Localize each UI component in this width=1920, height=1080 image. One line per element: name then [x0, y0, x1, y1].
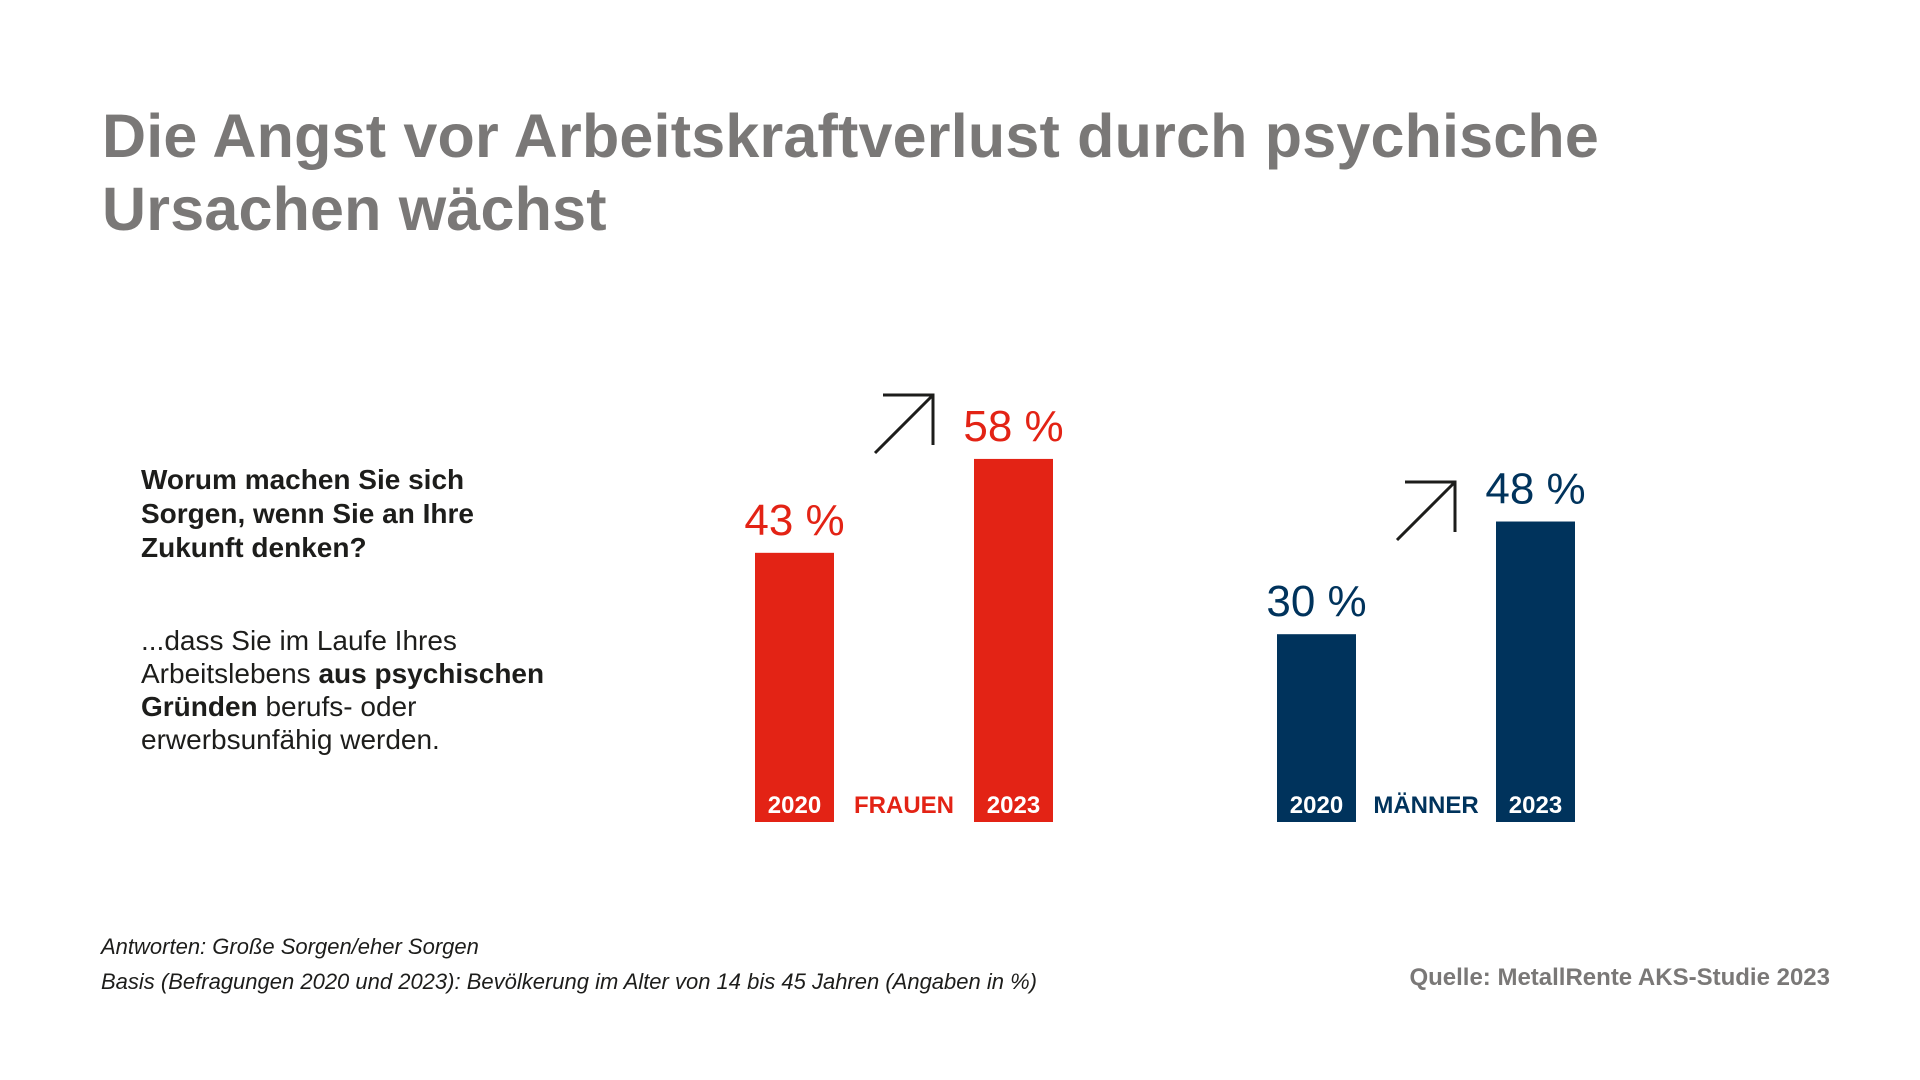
- source-label: Quelle: MetallRente AKS-Studie 2023: [1409, 964, 1830, 991]
- year-tick-label: 2023: [1509, 792, 1562, 819]
- value-label: 58 %: [963, 402, 1063, 451]
- group-label: MÄNNER: [1373, 792, 1478, 819]
- value-label: 30 %: [1266, 577, 1366, 626]
- bar-männer-2023: [1496, 521, 1575, 822]
- bar-frauen-2020: [755, 552, 834, 822]
- answer-text-bold: aus psychischen Gründen: [141, 658, 545, 722]
- group-label: FRAUEN: [854, 792, 954, 819]
- year-tick-label: 2023: [987, 792, 1040, 819]
- value-label: 48 %: [1485, 465, 1585, 514]
- value-label: 43 %: [744, 496, 844, 545]
- footnote-answers: Antworten: Große Sorgen/eher Sorgen: [101, 934, 479, 959]
- survey-answer-text: ...dass Sie im Laufe Ihres Arbeitslebens…: [141, 624, 611, 756]
- answer-text-part1: ...dass Sie im Laufe Ihres Arbeitslebens: [141, 625, 457, 689]
- footnote-basis: Basis (Befragungen 2020 und 2023): Bevöl…: [101, 969, 1037, 994]
- arrow-up-right-icon: [1395, 480, 1457, 542]
- year-tick-label: 2020: [1290, 792, 1343, 819]
- bar-männer-2020: [1277, 634, 1356, 822]
- bar-frauen-2023: [974, 458, 1053, 822]
- arrow-up-right-icon: [873, 393, 935, 455]
- page-title: Die Angst vor Arbeitskraftverlust durch …: [102, 102, 1600, 243]
- survey-question: Worum machen Sie sich Sorgen, wenn Sie a…: [141, 464, 474, 563]
- answer-text-part2: berufs- oder erwerbsunfähig werden.: [141, 691, 440, 755]
- year-tick-label: 2020: [768, 792, 821, 819]
